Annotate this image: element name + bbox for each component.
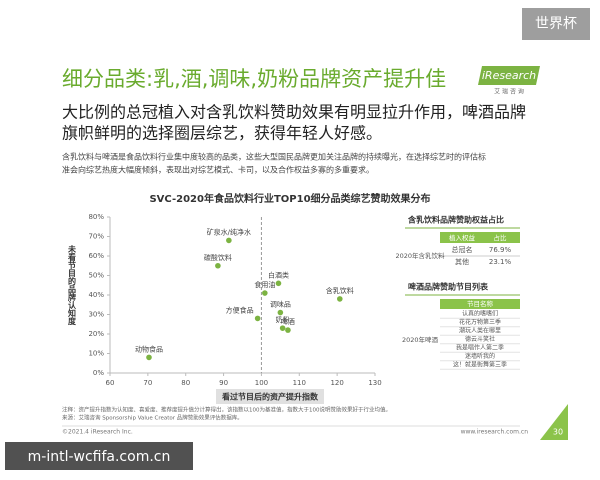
y-tick-label: 60% (88, 252, 104, 260)
x-tick-label: 120 (330, 379, 343, 387)
y-tick-label: 70% (88, 233, 104, 241)
point (279, 325, 286, 331)
y-tick-label: 0% (93, 369, 104, 377)
table-cell: 其他 (455, 257, 469, 266)
watermark: m-intl-wcfifa.com.cn (28, 449, 171, 465)
logo-sub: 艾 瑞 咨 询 (494, 88, 524, 96)
table-cell: 我是唱作人第二季 (456, 344, 504, 352)
x-tick-label: 100 (255, 379, 268, 387)
table-cell: 迷墙听我的 (465, 352, 495, 360)
copyright: ©2021.4 iResearch Inc. (62, 429, 133, 436)
table-header-cell: 占比 (494, 233, 508, 242)
point-label: 调味品 (270, 300, 291, 309)
y-axis-label-text: 未看节目的品牌认知度 (67, 244, 77, 326)
y-tick-label: 80% (88, 213, 104, 221)
side-label: 2020年啤酒 (402, 335, 439, 344)
table-cell: 潮玩人类在哪里 (459, 327, 501, 335)
y-axis-label: 未看节目的品牌认知度 (67, 244, 77, 326)
paragraph: 含乳饮料与啤酒是食品饮料行业集中度较高的品类，这些大型国民品牌更加关注品牌的持续… (62, 152, 486, 162)
x-tick-label: 70 (143, 379, 152, 387)
badge-box (522, 8, 590, 40)
point-label: 奶粉 (276, 315, 290, 324)
point-label: 食用油 (254, 280, 275, 289)
table-cell: 这！就是街舞第三季 (453, 361, 507, 369)
x-tick-label: 90 (219, 379, 228, 387)
x-tick-label: 80 (181, 379, 190, 387)
y-tick-label: 40% (88, 291, 104, 299)
table-header-cell: 植入权益 (449, 233, 476, 242)
table-cell: 花花万物第三季 (459, 318, 501, 326)
chart-title: SVC-2020年食品饮料行业TOP10细分品类综艺赞助效果分布 (149, 192, 430, 205)
table-cell: 23.1% (489, 258, 512, 266)
page-corner (540, 404, 568, 440)
point (146, 354, 152, 361)
point (277, 309, 284, 316)
title: 细分品类:乳,酒,调味,奶粉品牌资产提升佳 (62, 67, 446, 91)
table-header (440, 299, 520, 309)
table-body: 认真的嗜嗜们花花万物第三季潮玩人类在哪里德云斗笑社我是唱作人第二季迷墙听我的这！… (402, 310, 520, 370)
point-label: 白酒类 (268, 270, 289, 279)
note: 注释：资产提升指数为认知度、喜爱度、推荐度提升值分计算得出，该指数以100为基准… (62, 406, 391, 414)
table-title: 含乳饮料品牌赞助权益占比 (408, 215, 504, 225)
point-label: 啤酒 (281, 317, 295, 326)
page-number: 30 (553, 428, 563, 437)
subtitle: 旗帜鲜明的选择圈层综艺，获得年轻人好感。 (62, 124, 382, 143)
paragraph: 准会向综艺热度大幅度倾斜，表现出对综艺模式、卡司，以及合作权益多寡的多重要求。 (62, 165, 374, 175)
table-side: 2020年含乳饮料 (395, 251, 445, 260)
table-cell: 总冠名 (452, 245, 473, 254)
point-label: 方便食品 (226, 305, 254, 314)
logo: iResearch (482, 69, 536, 82)
point (215, 262, 221, 269)
y-tick-label: 50% (88, 272, 104, 280)
note: 来源：艾瑞咨询 Sponsorship Value Creator 品牌赞助效果… (62, 414, 243, 422)
x-tick-label: 130 (368, 379, 381, 387)
point (226, 237, 232, 244)
table-cell: 认真的嗜嗜们 (462, 310, 498, 318)
point (336, 296, 343, 302)
url: www.iresearch.com.cn (461, 429, 529, 436)
table-cell: 76.9% (489, 246, 512, 254)
badge: 世界杯 (535, 16, 577, 32)
x-axis-label: 看过节目后的资产提升指数 (221, 392, 319, 402)
table-header-cell: 节目名称 (467, 299, 494, 308)
subtitle: 大比例的总冠植入对含乳饮料赞助效果有明显拉升作用，啤酒品牌 (62, 103, 526, 122)
x-tick-label: 110 (293, 379, 306, 387)
table-cell: 德云斗笑社 (465, 335, 495, 343)
point-label: 矿泉水/纯净水 (207, 227, 251, 236)
x-tick-label: 60 (106, 379, 115, 387)
table-title: 啤酒品牌赞助节目列表 (408, 282, 489, 292)
point (285, 327, 291, 333)
table-header (440, 232, 520, 243)
point (254, 315, 261, 322)
point-label: 含乳饮料 (326, 286, 354, 295)
logo-box (478, 66, 540, 85)
side-label: 2020年含乳饮料 (395, 251, 445, 260)
watermark-box (5, 442, 193, 470)
y-tick-label: 10% (88, 350, 104, 358)
y-tick-label: 30% (88, 311, 104, 319)
point (275, 280, 282, 287)
y-tick-label: 20% (88, 330, 104, 338)
point-label: 碳酸饮料 (204, 253, 232, 262)
x-label-box (216, 389, 324, 404)
point (262, 290, 268, 296)
point-label: 动物食品 (135, 344, 163, 353)
